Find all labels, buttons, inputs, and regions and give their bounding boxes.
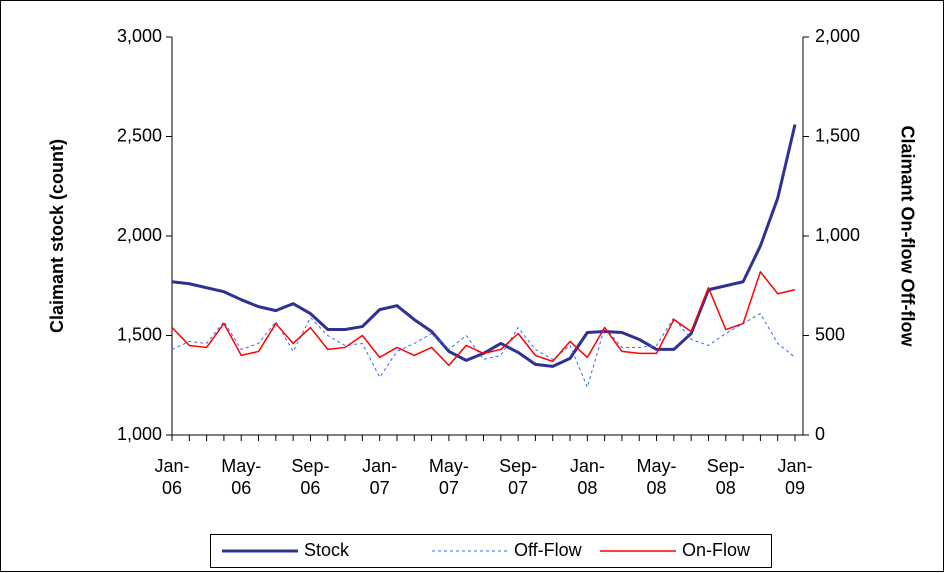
x-tick-label: Jan- 06 [154,456,190,498]
x-tick-label: Sep- 08 [706,456,745,498]
series-line [171,124,797,368]
x-tick-label: Jan- 09 [777,456,813,498]
x-tick-label: May- 08 [636,456,677,498]
y2-tick-label: 0 [815,424,825,444]
y2-tick-label: 1,500 [815,125,860,145]
y-tick-label: 2,500 [117,125,162,145]
legend-label: Stock [304,540,350,560]
x-tick-label: Jan- 07 [362,456,398,498]
x-tick-label: May- 07 [428,456,469,498]
legend-box [210,534,772,568]
x-tick-label: May- 06 [221,456,262,498]
legend-label: On-Flow [682,540,751,560]
y-tick-label: 2,000 [117,225,162,245]
y2-axis-label: Claimant On-flow Off-flow [897,126,917,348]
series-line [171,313,796,388]
y-axis-label: Claimant stock (count) [47,139,67,333]
y2-tick-label: 500 [815,324,845,344]
legend-label: Off-Flow [514,540,583,560]
y-tick-label: 1,500 [117,324,162,344]
series-line [171,271,796,367]
x-tick-label: Sep- 06 [291,456,330,498]
y2-tick-label: 1,000 [815,225,860,245]
y-tick-label: 1,000 [117,424,162,444]
x-tick-label: Sep- 07 [499,456,538,498]
y2-tick-label: 2,000 [815,26,860,46]
y-tick-label: 3,000 [117,26,162,46]
x-tick-label: Jan- 08 [569,456,605,498]
